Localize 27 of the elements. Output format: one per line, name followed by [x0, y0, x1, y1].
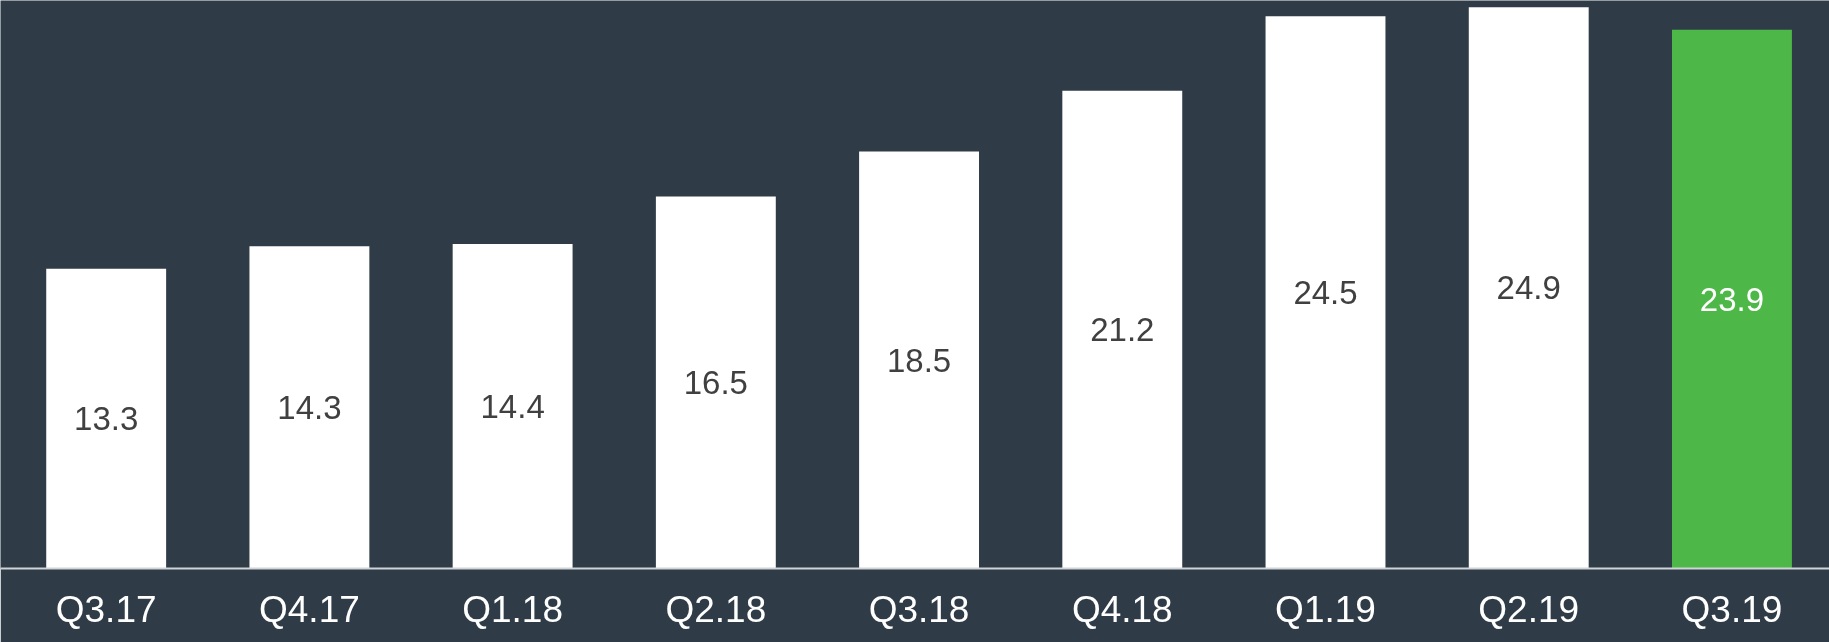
bar [1265, 16, 1386, 569]
x-tick-label: Q3.19 [1681, 588, 1783, 630]
x-tick-label: Q4.17 [259, 588, 360, 630]
bar [452, 243, 573, 569]
x-tick-label: Q1.18 [462, 588, 564, 630]
bar [1672, 29, 1792, 569]
bar [249, 246, 370, 569]
data-label: 23.9 [1699, 280, 1765, 318]
x-tick-label: Q3.17 [55, 588, 157, 630]
x-tick-label: Q2.18 [665, 588, 767, 630]
x-tick-label: Q2.19 [1478, 588, 1580, 630]
bar [1062, 90, 1183, 569]
bar [1468, 7, 1589, 569]
x-tick-label: Q1.19 [1275, 588, 1376, 630]
bar [859, 151, 980, 569]
data-label: 16.5 [683, 364, 748, 402]
data-label: 14.3 [277, 388, 342, 426]
data-label: 24.9 [1496, 269, 1561, 307]
bar [655, 196, 776, 569]
data-label: 21.2 [1090, 311, 1155, 349]
data-label: 13.3 [74, 400, 139, 438]
bar [46, 268, 167, 569]
data-label: 14.4 [480, 387, 545, 425]
x-tick-label: Q4.18 [1071, 588, 1173, 630]
data-label: 18.5 [886, 341, 952, 379]
data-label: 24.5 [1293, 273, 1358, 311]
x-tick-label: Q3.18 [868, 588, 970, 630]
